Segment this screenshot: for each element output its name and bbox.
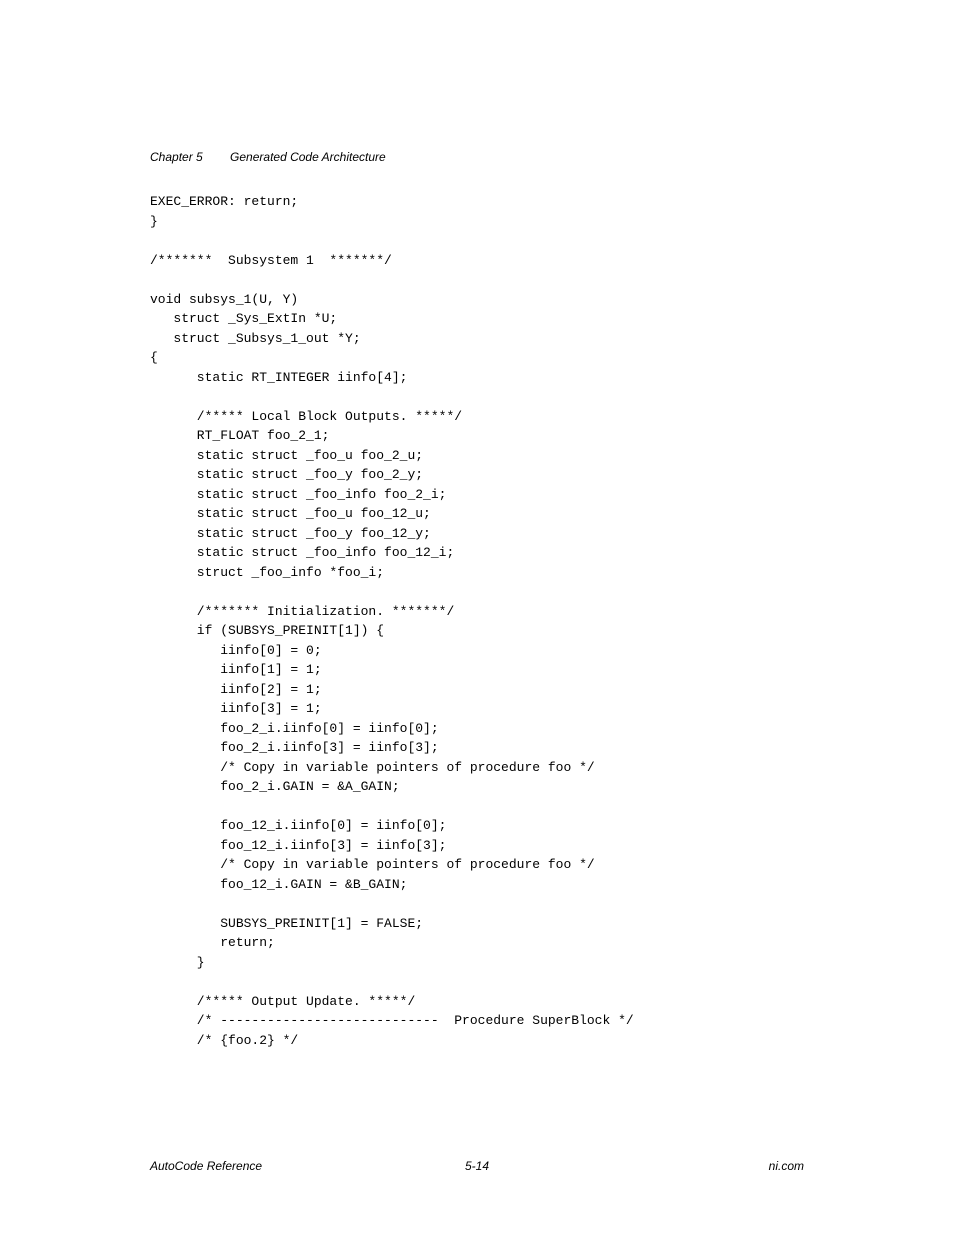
document-page: Chapter 5 Generated Code Architecture EX… <box>0 0 954 1050</box>
footer-site: ni.com <box>586 1159 804 1173</box>
footer-doc-title: AutoCode Reference <box>150 1159 368 1173</box>
code-listing: EXEC_ERROR: return; } /******* Subsystem… <box>150 192 804 1050</box>
footer-page-number: 5-14 <box>368 1159 586 1173</box>
chapter-title: Generated Code Architecture <box>230 150 386 164</box>
chapter-label: Chapter 5 <box>150 150 203 164</box>
page-footer: AutoCode Reference 5-14 ni.com <box>150 1159 804 1173</box>
page-header: Chapter 5 Generated Code Architecture <box>150 150 804 164</box>
